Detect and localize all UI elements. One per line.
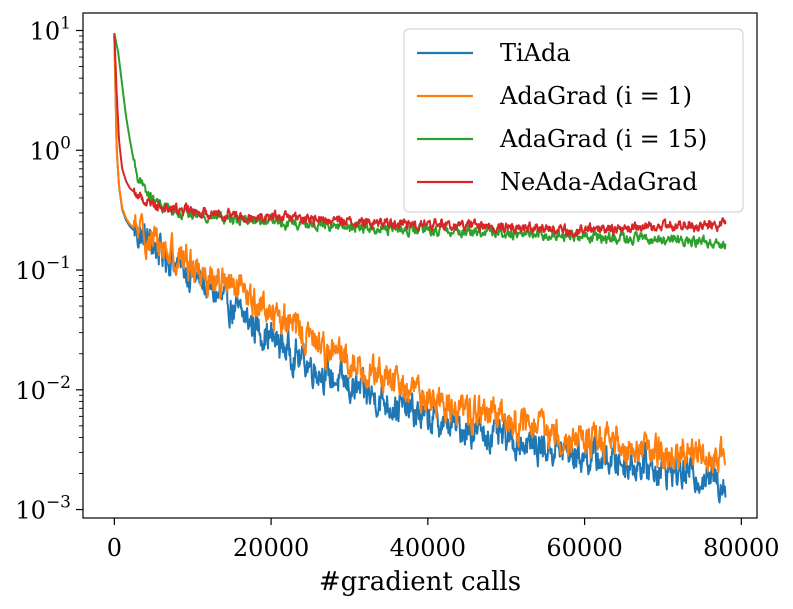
legend: TiAda AdaGrad (i = 1) AdaGrad (i = 15) NeAd… xyxy=(403,28,744,213)
labels-layer: 0 20000 40000 60000 80000 10−3 10−2 10−1 100 101 xyxy=(15,14,779,562)
series-line-1 xyxy=(113,35,726,474)
ticks-layer xyxy=(76,29,742,525)
legend-label-0: TiAda xyxy=(500,39,571,67)
legend-label-2: AdaGrad (i = 15) xyxy=(499,125,707,153)
x-tick-label: 0 xyxy=(107,534,122,562)
legend-label-1: AdaGrad (i = 1) xyxy=(499,82,692,110)
legend-box xyxy=(403,28,744,213)
x-tick-label: 80000 xyxy=(703,534,779,562)
x-tick-label: 40000 xyxy=(390,534,466,562)
plot-frame xyxy=(82,12,758,519)
y-tick-label: 10−1 xyxy=(15,253,71,285)
y-tick-label: 100 xyxy=(30,133,71,165)
series-line-0 xyxy=(113,35,727,504)
x-axis-title: #gradient calls xyxy=(319,567,521,597)
y-tick-label: 10−3 xyxy=(15,493,71,525)
series-layer xyxy=(113,32,727,504)
series-line-3 xyxy=(113,33,727,239)
x-tick-label: 20000 xyxy=(233,534,309,562)
y-tick-label: 101 xyxy=(30,14,71,46)
y-tick-label: 10−2 xyxy=(15,373,71,405)
legend-label-3: NeAda-AdaGrad xyxy=(500,168,698,196)
x-tick-label: 60000 xyxy=(546,534,622,562)
